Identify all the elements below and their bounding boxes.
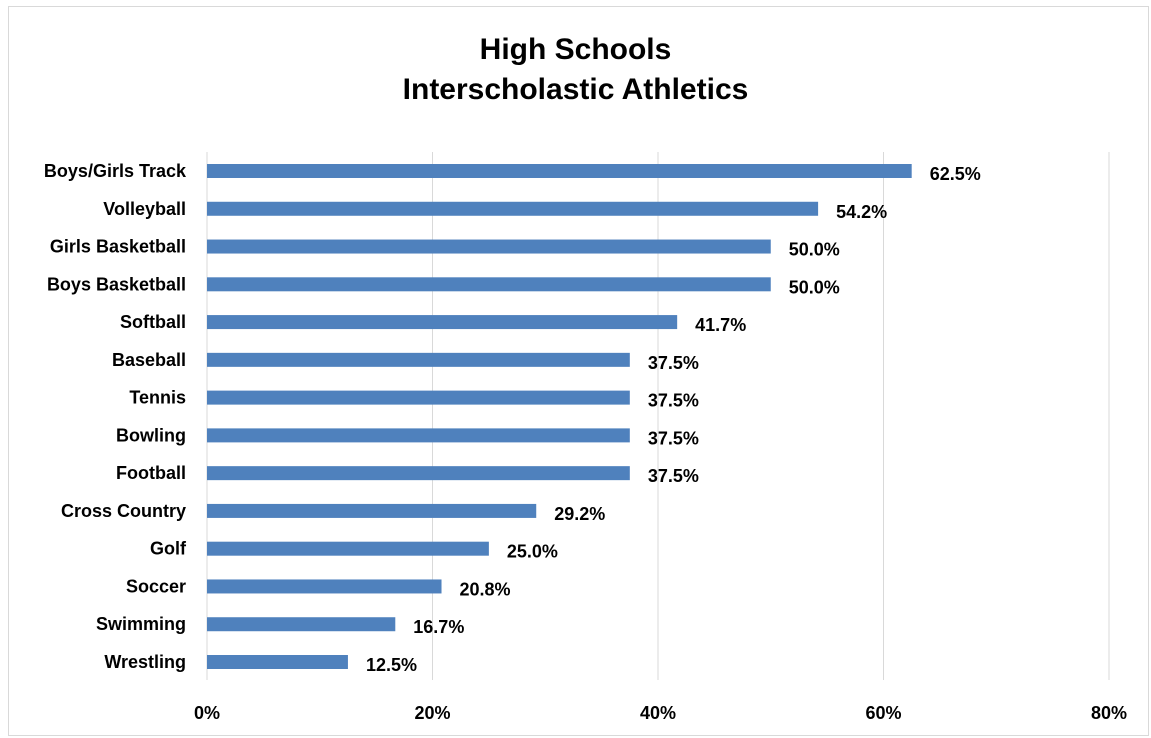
x-tick-label: 60% [865, 703, 901, 723]
x-tick-label: 80% [1091, 703, 1127, 723]
chart-title-line-2: Interscholastic Athletics [402, 73, 749, 106]
bar [207, 655, 348, 669]
data-label: 16.7% [413, 617, 464, 637]
category-label: Cross Country [61, 501, 186, 521]
bar [207, 352, 630, 367]
data-label: 37.5% [648, 391, 699, 411]
category-label: Softball [120, 312, 186, 332]
data-label: 25.0% [507, 542, 558, 562]
category-label: Boys/Girls Track [44, 161, 187, 181]
data-label: 37.5% [648, 466, 699, 486]
data-label: 41.7% [695, 315, 746, 335]
bar [207, 503, 537, 518]
bar [207, 239, 771, 254]
category-label: Bowling [116, 425, 186, 445]
bar [207, 390, 630, 405]
x-tick-label: 20% [414, 703, 450, 723]
data-label: 54.2% [836, 202, 887, 222]
category-label: Baseball [112, 350, 186, 370]
chart-title-line-1: High Schools [479, 33, 672, 66]
bar [207, 428, 630, 443]
data-label: 29.2% [554, 504, 605, 524]
data-label: 50.0% [789, 277, 840, 297]
data-label: 37.5% [648, 353, 699, 373]
data-label: 50.0% [789, 240, 840, 260]
bar [207, 277, 771, 292]
x-tick-label: 0% [194, 703, 220, 723]
chart-title: High Schools Interscholastic Athletics [0, 30, 1151, 110]
x-tick-label: 40% [640, 703, 676, 723]
bar [207, 541, 489, 556]
chart-frame [8, 6, 1149, 736]
category-label: Boys Basketball [47, 274, 186, 294]
bar [207, 164, 912, 178]
bar [207, 579, 442, 594]
bar [207, 201, 819, 216]
category-label: Football [116, 463, 186, 483]
category-label: Swimming [96, 614, 186, 634]
data-label: 37.5% [648, 428, 699, 448]
category-label: Girls Basketball [50, 237, 186, 257]
data-label: 62.5% [930, 164, 981, 184]
category-label: Soccer [126, 576, 186, 596]
bar [207, 466, 630, 481]
bar [207, 617, 396, 632]
category-label: Golf [150, 539, 187, 559]
data-label: 12.5% [366, 655, 417, 675]
category-label: Tennis [129, 388, 186, 408]
category-label: Volleyball [103, 199, 186, 219]
data-label: 20.8% [460, 579, 511, 599]
category-label: Wrestling [104, 652, 186, 672]
bar [207, 315, 678, 330]
